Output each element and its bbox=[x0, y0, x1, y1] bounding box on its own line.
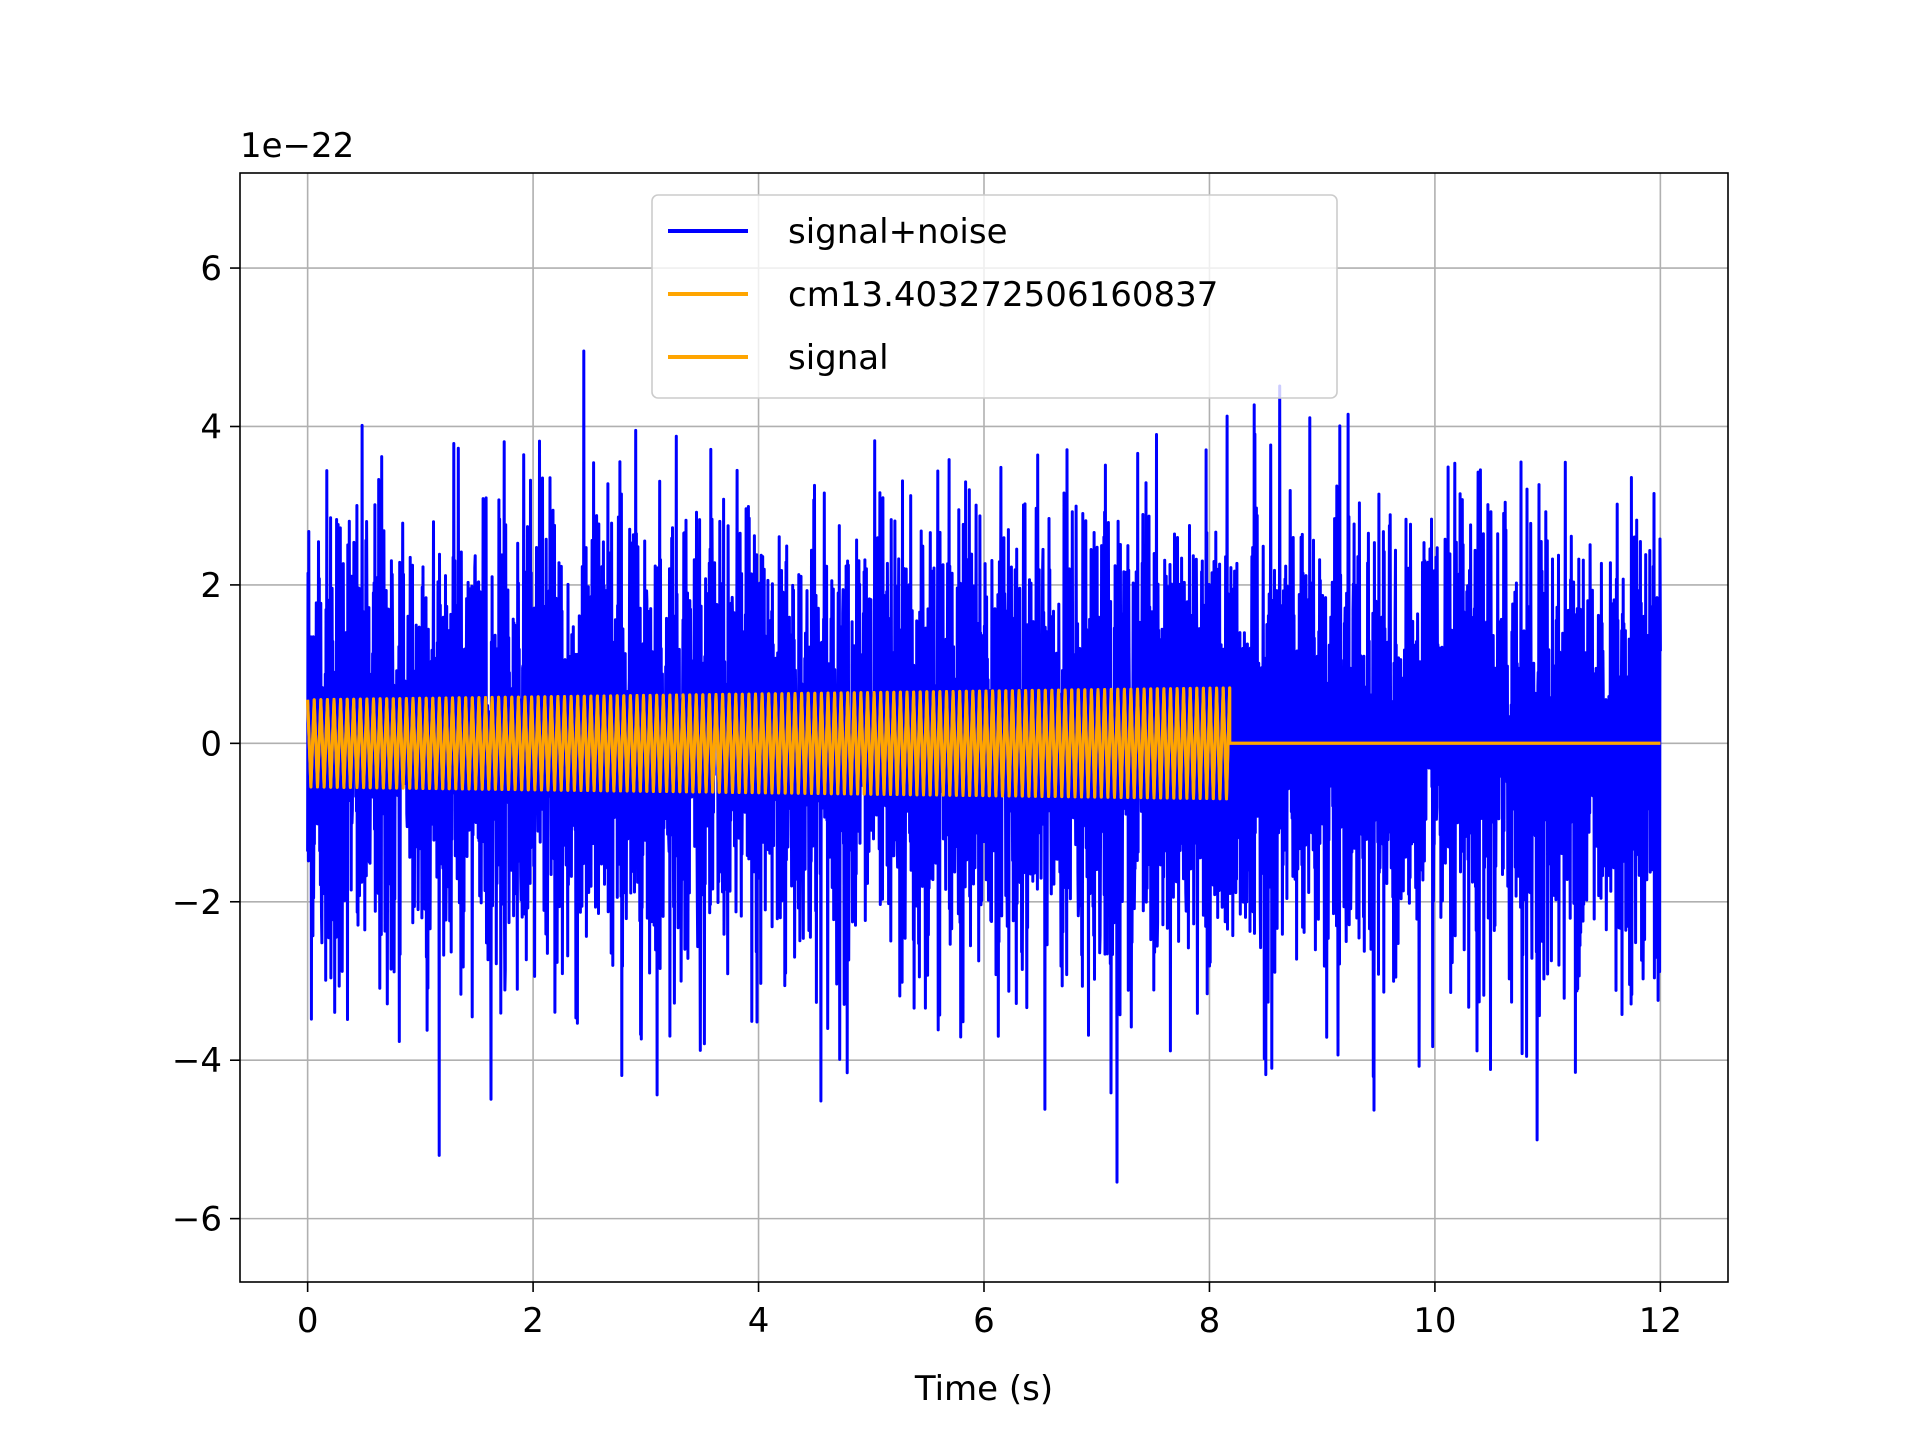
legend-label: signal+noise bbox=[788, 212, 1008, 252]
legend: signal+noise cm13.403272506160837 signal bbox=[651, 194, 1338, 399]
y-tick-label: 0 bbox=[200, 724, 222, 764]
x-axis-label: Time (s) bbox=[914, 1369, 1053, 1409]
x-tick-label: 4 bbox=[748, 1301, 770, 1341]
x-tick-label: 12 bbox=[1639, 1301, 1682, 1341]
y-offset-label: 1e−22 bbox=[240, 126, 354, 166]
legend-box bbox=[651, 194, 1338, 399]
x-tick-label: 0 bbox=[297, 1301, 319, 1341]
y-tick-label: 4 bbox=[200, 407, 222, 447]
x-axis-ticks: 0 2 4 6 8 10 12 bbox=[297, 1282, 1682, 1341]
x-tick-label: 8 bbox=[1199, 1301, 1221, 1341]
x-tick-label: 6 bbox=[973, 1301, 995, 1341]
legend-label: signal bbox=[788, 338, 889, 378]
y-tick-label: −2 bbox=[172, 883, 222, 923]
y-tick-label: 6 bbox=[200, 249, 222, 289]
y-tick-label: −4 bbox=[172, 1041, 222, 1081]
y-axis-ticks: −6 −4 −2 0 2 4 6 bbox=[172, 249, 240, 1240]
x-tick-label: 10 bbox=[1413, 1301, 1456, 1341]
x-tick-label: 2 bbox=[522, 1301, 544, 1341]
plot-area bbox=[306, 349, 1662, 1184]
y-tick-label: −6 bbox=[172, 1200, 222, 1240]
legend-label: cm13.403272506160837 bbox=[788, 275, 1218, 315]
y-tick-label: 2 bbox=[200, 566, 222, 606]
series-signal-line bbox=[306, 686, 1661, 801]
